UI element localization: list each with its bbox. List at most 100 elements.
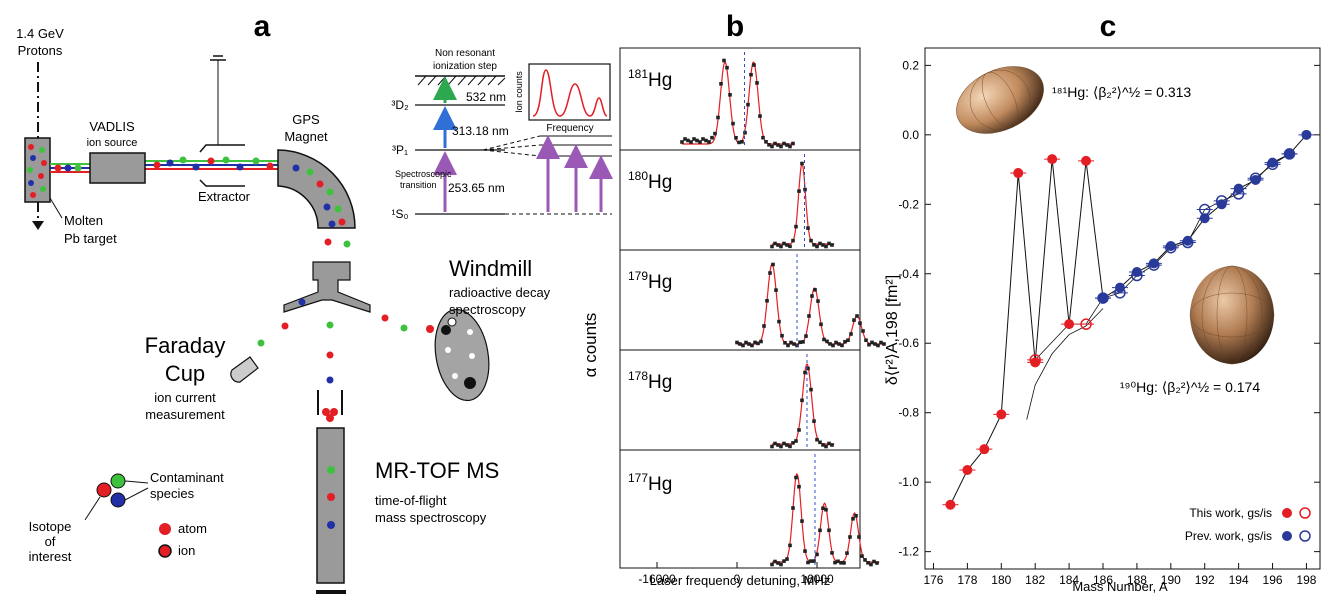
- data-marker: [698, 140, 702, 144]
- panel-b-ylabel: α counts: [581, 313, 600, 378]
- legend-contaminant-1: Contaminant: [150, 470, 224, 485]
- panel-c-xlabel: Mass Number, A: [1072, 579, 1168, 594]
- data-marker: [780, 333, 784, 338]
- data-point-hollow: [1249, 172, 1262, 184]
- data-marker: [831, 343, 835, 348]
- data-marker: [803, 370, 807, 375]
- data-point: [1301, 129, 1312, 140]
- iso-label-180: 180Hg: [628, 169, 672, 193]
- windmill-wheel: [434, 308, 490, 402]
- data-marker: [779, 444, 783, 449]
- data-marker: [716, 115, 720, 120]
- target-pointer: [49, 197, 63, 219]
- data-point-hollow: [1097, 292, 1109, 304]
- legend-contaminant-2: species: [150, 486, 195, 501]
- data-marker: [794, 224, 798, 229]
- y-tick-label: 0.2: [902, 58, 919, 72]
- data-marker: [848, 535, 852, 539]
- data-marker: [815, 437, 819, 442]
- panel-c: c 176 178 180 182 184 186 188 190 192 194 196 198 0.…: [884, 10, 1321, 594]
- data-marker: [744, 340, 748, 345]
- b-xtick-3: 16000: [800, 572, 834, 586]
- x-tick-label: 196: [1263, 573, 1283, 587]
- data-marker: [782, 141, 786, 146]
- ion-counts-inset: [528, 63, 611, 121]
- data-marker: [834, 340, 838, 345]
- level-1s0: ¹S₀: [392, 207, 409, 221]
- data-marker: [762, 324, 766, 328]
- data-marker: [746, 102, 750, 107]
- data-point: [1064, 319, 1075, 330]
- data-marker: [813, 288, 817, 292]
- data-marker: [752, 63, 756, 67]
- y-tick-label: -0.8: [898, 406, 919, 420]
- faraday-cup: [230, 356, 259, 383]
- data-marker: [791, 506, 795, 510]
- magnet-particles: [292, 164, 346, 228]
- data-marker: [719, 82, 723, 86]
- data-marker: [846, 338, 850, 342]
- data-point: [1131, 267, 1142, 278]
- legend-isotope-3: interest: [29, 549, 72, 564]
- data-point: [996, 409, 1007, 420]
- windmill-spots: [441, 317, 476, 389]
- data-marker: [791, 441, 795, 445]
- faraday-desc-1: ion current: [154, 390, 216, 405]
- data-marker: [827, 241, 831, 246]
- data-marker: [809, 387, 813, 392]
- data-marker: [785, 243, 789, 247]
- data-marker: [776, 143, 780, 147]
- iso-label-177: 177Hg: [628, 471, 672, 495]
- legend-this-work: This work, gs/is: [1189, 506, 1272, 520]
- data-marker: [758, 114, 762, 118]
- data-marker: [683, 137, 687, 141]
- y-tick-label: -1.2: [898, 545, 919, 559]
- data-marker: [798, 340, 802, 344]
- data-marker: [858, 321, 862, 325]
- data-marker: [800, 519, 804, 523]
- data-marker: [765, 299, 769, 303]
- x-tick-label: 176: [923, 573, 943, 587]
- data-marker: [824, 507, 828, 512]
- data-marker: [870, 340, 874, 345]
- data-marker: [782, 559, 786, 563]
- y-tick-label: -0.2: [898, 197, 919, 211]
- data-marker: [770, 444, 774, 449]
- data-marker: [786, 343, 790, 348]
- data-point-hollow: [1148, 259, 1160, 271]
- data-marker: [779, 562, 783, 567]
- windmill-title: Windmill: [449, 256, 532, 281]
- data-marker: [869, 562, 873, 567]
- data-marker: [741, 343, 745, 348]
- data-marker: [828, 342, 832, 346]
- data-marker: [725, 65, 729, 70]
- data-point: [1047, 154, 1058, 165]
- data-marker: [773, 141, 777, 146]
- y-tick-label: -1.0: [898, 475, 919, 489]
- data-point-hollow: [1182, 236, 1194, 249]
- data-point: [1013, 168, 1024, 179]
- data-marker: [818, 528, 822, 533]
- data-marker: [785, 143, 789, 147]
- windmill-particles: [381, 314, 434, 333]
- data-marker: [849, 332, 853, 336]
- proton-beam-arrowhead: [32, 221, 44, 230]
- wl-532: 532 nm: [466, 90, 506, 104]
- data-marker: [812, 243, 816, 247]
- data-marker: [779, 244, 783, 249]
- data-marker: [783, 341, 787, 345]
- data-marker: [882, 342, 886, 346]
- panel-c-ylabel: δ⟨r²⟩A,198 [fm²]: [884, 275, 901, 385]
- data-marker: [807, 314, 811, 318]
- windmill-desc-2: spectroscopy: [449, 302, 526, 317]
- faraday-title-1: Faraday: [145, 333, 226, 358]
- vadlis-sublabel: ion source: [87, 137, 138, 149]
- nucleus-190-oblate: [1189, 265, 1275, 365]
- frequency-label: Frequency: [546, 123, 593, 134]
- data-marker: [785, 443, 789, 447]
- data-marker: [773, 241, 777, 246]
- faraday-desc-2: measurement: [145, 407, 225, 422]
- beam-lines: [50, 160, 300, 173]
- panel-a-letter: a: [254, 10, 271, 43]
- mrtof-inner: [327, 466, 335, 529]
